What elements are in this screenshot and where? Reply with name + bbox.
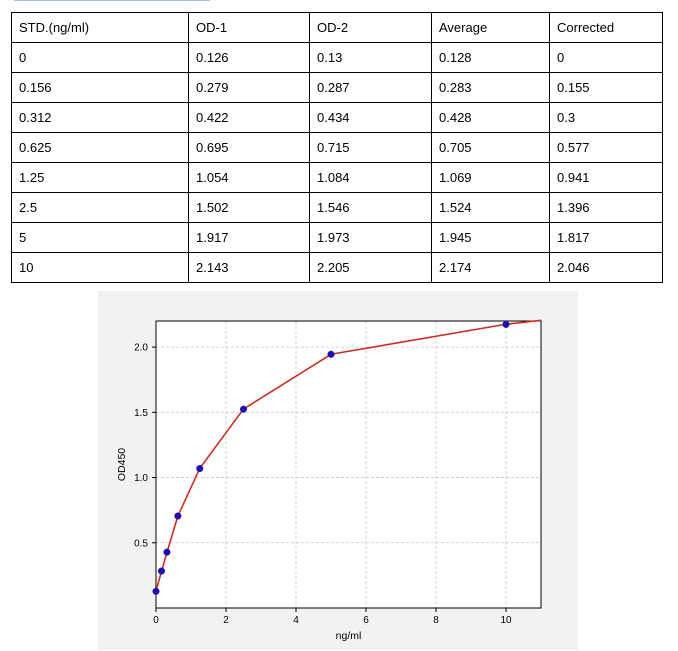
table-cell: 1.917 <box>188 222 310 253</box>
table-header-cell: Average <box>431 12 550 43</box>
table-cell: 0.577 <box>549 132 663 163</box>
y-tick-label: 2.0 <box>134 343 148 354</box>
plot-frame <box>155 320 542 609</box>
table-cell: 0.434 <box>309 102 432 133</box>
table-row: 0.156 0.279 0.287 0.283 0.155 <box>11 72 663 103</box>
data-point <box>174 512 182 520</box>
table-cell: 0.128 <box>431 42 550 73</box>
table-cell: 2.205 <box>309 252 432 283</box>
table-cell: 1.25 <box>11 162 189 193</box>
table-cell: 0 <box>549 42 663 73</box>
table-cell: 5 <box>11 222 189 253</box>
table-cell: 0.422 <box>188 102 310 133</box>
y-tick-label: 0.5 <box>134 538 148 549</box>
table-row: 0.625 0.695 0.715 0.705 0.577 <box>11 132 663 163</box>
table-row: 10 2.143 2.205 2.174 2.046 <box>11 252 663 283</box>
x-tick-label: 6 <box>363 615 369 626</box>
table-cell: 1.546 <box>309 192 432 223</box>
table-cell: 1.396 <box>549 192 663 223</box>
data-point <box>327 350 335 358</box>
table-cell: 0.312 <box>11 102 189 133</box>
table-cell: 0.13 <box>309 42 432 73</box>
data-point <box>163 548 171 556</box>
table-cell: 1.069 <box>431 162 550 193</box>
x-tick-label: 0 <box>153 615 159 626</box>
table-row: 0.312 0.422 0.434 0.428 0.3 <box>11 102 663 133</box>
table-cell: 1.502 <box>188 192 310 223</box>
table-cell: 0.695 <box>188 132 310 163</box>
table-header-cell: Corrected <box>549 12 663 43</box>
x-tick-label: 2 <box>223 615 229 626</box>
table-cell: 2.143 <box>188 252 310 283</box>
table-header-cell: OD-2 <box>309 12 432 43</box>
x-tick-label: 10 <box>500 615 512 626</box>
y-tick-label: 1.0 <box>134 473 148 484</box>
data-point <box>502 320 510 328</box>
plot-area <box>156 321 541 608</box>
table-row: 1.25 1.054 1.084 1.069 0.941 <box>11 162 663 193</box>
table-cell: 1.054 <box>188 162 310 193</box>
table-cell: 1.817 <box>549 222 663 253</box>
table-header-row: STD.(ng/ml) OD-1 OD-2 Average Corrected <box>11 12 663 43</box>
table-cell: 0.156 <box>11 72 189 103</box>
table-cell: 0.705 <box>431 132 550 163</box>
y-tick-label: 1.5 <box>134 408 148 419</box>
x-tick-label: 8 <box>433 615 439 626</box>
table-cell: 1.973 <box>309 222 432 253</box>
table-cell: 0.126 <box>188 42 310 73</box>
table-cell: 0.428 <box>431 102 550 133</box>
chart-panel: 0 2 4 6 8 10 0.5 1.0 1.5 2.0 ng/ml OD450 <box>98 291 578 650</box>
table-header-cell: STD.(ng/ml) <box>11 12 189 43</box>
table-cell: 0.155 <box>549 72 663 103</box>
table-cell: 0.287 <box>309 72 432 103</box>
data-point <box>196 464 204 473</box>
x-axis-label: ng/ml <box>336 630 362 642</box>
table-cell: 2.174 <box>431 252 550 283</box>
standard-curve-table: STD.(ng/ml) OD-1 OD-2 Average Corrected 0 0.12… <box>11 12 663 283</box>
x-tick-label: 4 <box>293 615 299 626</box>
table-cell: 0.715 <box>309 132 432 163</box>
table-cell: 0 <box>11 42 189 73</box>
table-row: 0 0.126 0.13 0.128 0 <box>11 42 663 73</box>
table-header-cell: OD-1 <box>188 12 310 43</box>
table-cell: 0.283 <box>431 72 550 103</box>
table-cell: 0.941 <box>549 162 663 193</box>
data-point <box>239 405 248 413</box>
table-cell: 1.945 <box>431 222 550 253</box>
table-row: 2.5 1.502 1.546 1.524 1.396 <box>11 192 663 223</box>
table-cell: 10 <box>11 252 189 283</box>
standard-curve-chart: 0 2 4 6 8 10 0.5 1.0 1.5 2.0 ng/ml OD450 <box>116 319 542 642</box>
y-axis-label: OD450 <box>116 448 128 481</box>
table-cell: 1.524 <box>431 192 550 223</box>
table-cell: 2.046 <box>549 252 663 283</box>
table-cell: 1.084 <box>309 162 432 193</box>
data-point <box>152 587 160 595</box>
table-cell: 2.5 <box>11 192 189 223</box>
table-row: 5 1.917 1.973 1.945 1.817 <box>11 222 663 253</box>
table-cell: 0.3 <box>549 102 663 133</box>
data-point <box>157 567 166 575</box>
table-cell: 0.279 <box>188 72 310 103</box>
top-rule <box>14 0 210 1</box>
table-cell: 0.625 <box>11 132 189 163</box>
